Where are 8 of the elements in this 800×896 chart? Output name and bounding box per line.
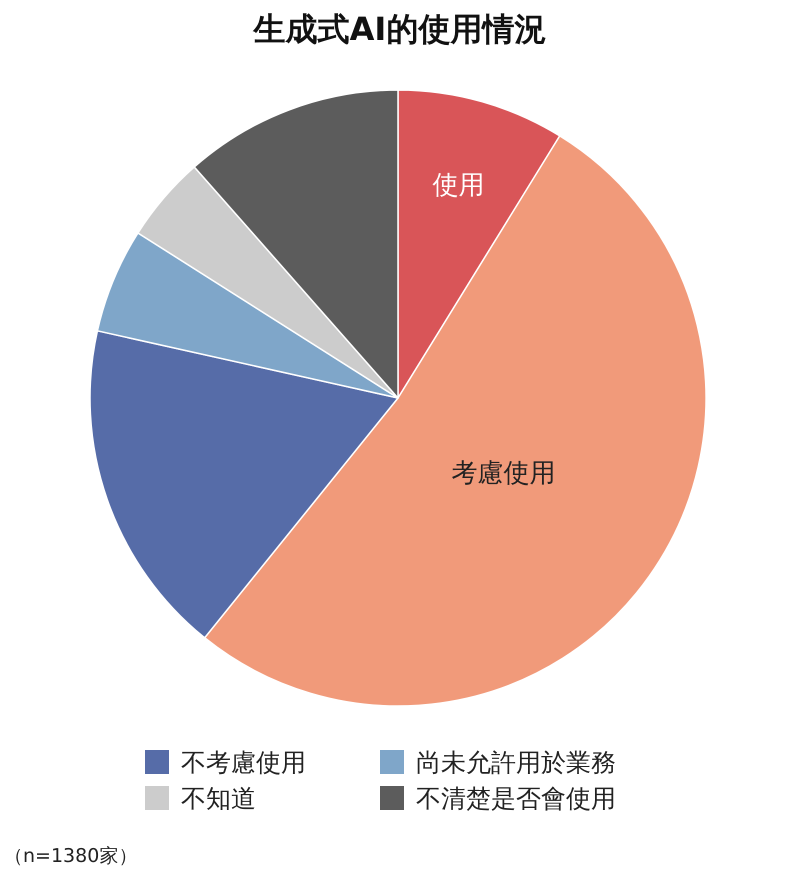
chart-title: 生成式AI的使用情況 — [252, 10, 546, 48]
text: （n=1380家） — [4, 845, 138, 867]
slice-label: 使用 — [432, 170, 485, 201]
legend-label: 不清楚是否會使用 — [416, 784, 616, 813]
legend-label: 不考慮使用 — [181, 748, 306, 777]
slice-label: 考慮使用 — [452, 458, 556, 489]
legend-label: 不知道 — [181, 784, 256, 813]
legend-label: 尚未允許用於業務 — [416, 748, 616, 777]
